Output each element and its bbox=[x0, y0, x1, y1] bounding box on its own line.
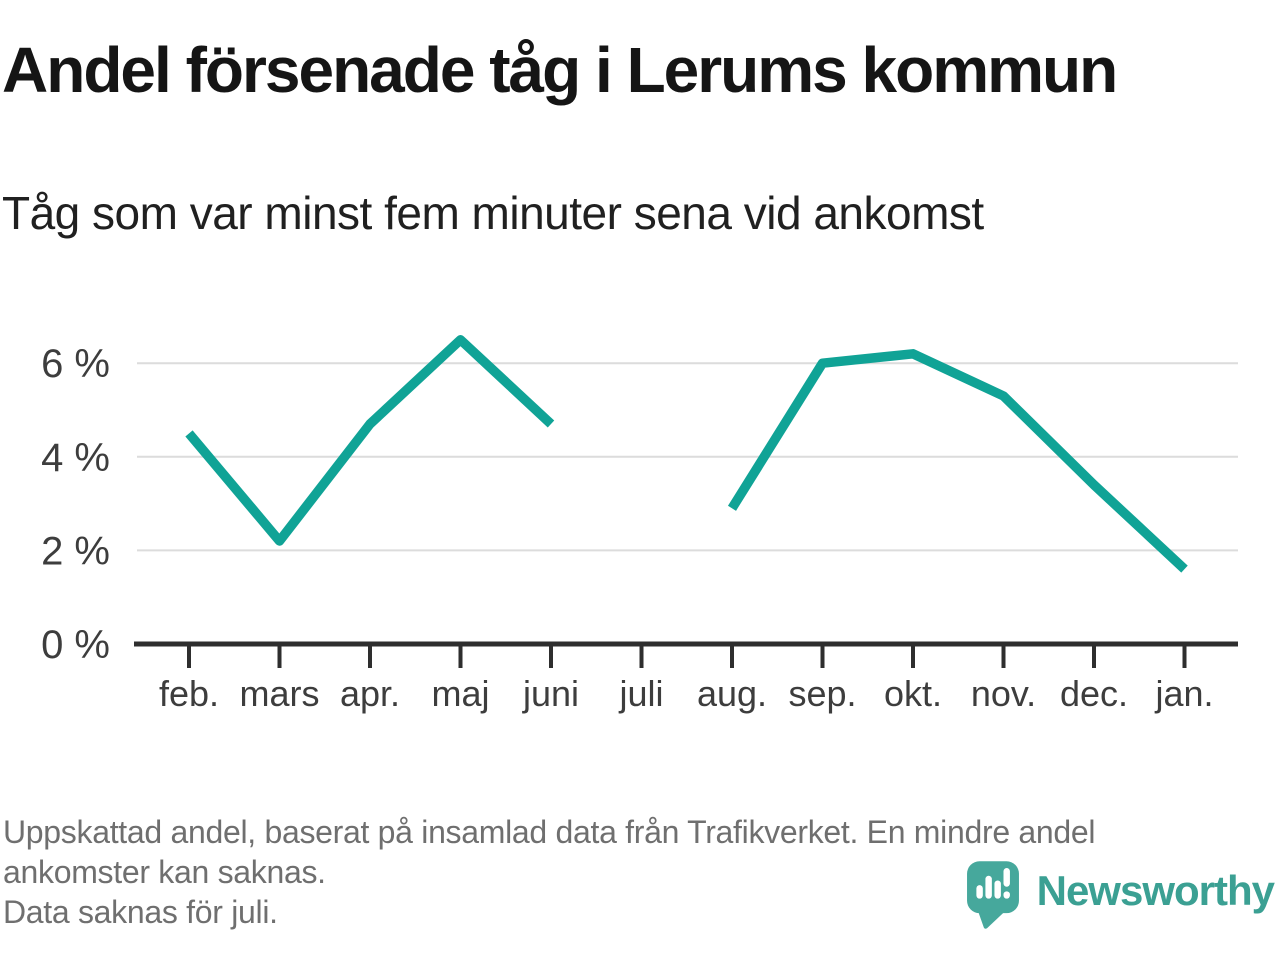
x-axis-tick-label: mars bbox=[240, 673, 320, 714]
newsworthy-speech-bubble-icon bbox=[966, 861, 1019, 929]
y-axis-tick-label: 2 % bbox=[41, 529, 110, 573]
newsworthy-wordmark: Newsworthy bbox=[1036, 867, 1275, 914]
line-chart: 0 % 2 % 4 % 6 % feb. mars apr. maj juni juli aug. s… bbox=[41, 335, 1238, 714]
x-axis-tick-label: feb. bbox=[159, 673, 219, 714]
chart-subtitle: Tåg som var minst fem minuter sena vid a… bbox=[2, 187, 984, 239]
footer-note-line: Uppskattad andel, baserat på insamlad da… bbox=[3, 814, 1096, 850]
x-axis-tick-label: dec. bbox=[1060, 673, 1128, 714]
data-line bbox=[727, 349, 1188, 573]
x-axis-tick-label: jan. bbox=[1154, 673, 1213, 714]
x-axis-tick-label: juni bbox=[522, 673, 579, 714]
x-axis-tick-label: sep. bbox=[788, 673, 856, 714]
newsworthy-logo: Newsworthy bbox=[966, 860, 1275, 930]
footer-note-line: Data saknas för juli. bbox=[3, 894, 278, 930]
chart-title: Andel försenade tåg i Lerums kommun bbox=[2, 34, 1118, 106]
x-axis-tick-label: okt. bbox=[884, 673, 942, 714]
x-axis-tick-label: aug. bbox=[697, 673, 767, 714]
x-axis-tick-label: juli bbox=[618, 673, 663, 714]
footer-note-line: ankomster kan saknas. bbox=[3, 854, 326, 890]
x-axis-tick-label: apr. bbox=[340, 673, 400, 714]
y-axis-tick-label: 0 % bbox=[41, 623, 110, 667]
y-axis-tick-label: 6 % bbox=[41, 342, 110, 386]
footer-note: Uppskattad andel, baserat på insamlad da… bbox=[3, 812, 1096, 932]
y-axis-tick-label: 4 % bbox=[41, 436, 110, 480]
x-axis-tick-label: maj bbox=[431, 673, 489, 714]
data-line bbox=[185, 335, 555, 546]
x-axis-tick-label: nov. bbox=[971, 673, 1036, 714]
